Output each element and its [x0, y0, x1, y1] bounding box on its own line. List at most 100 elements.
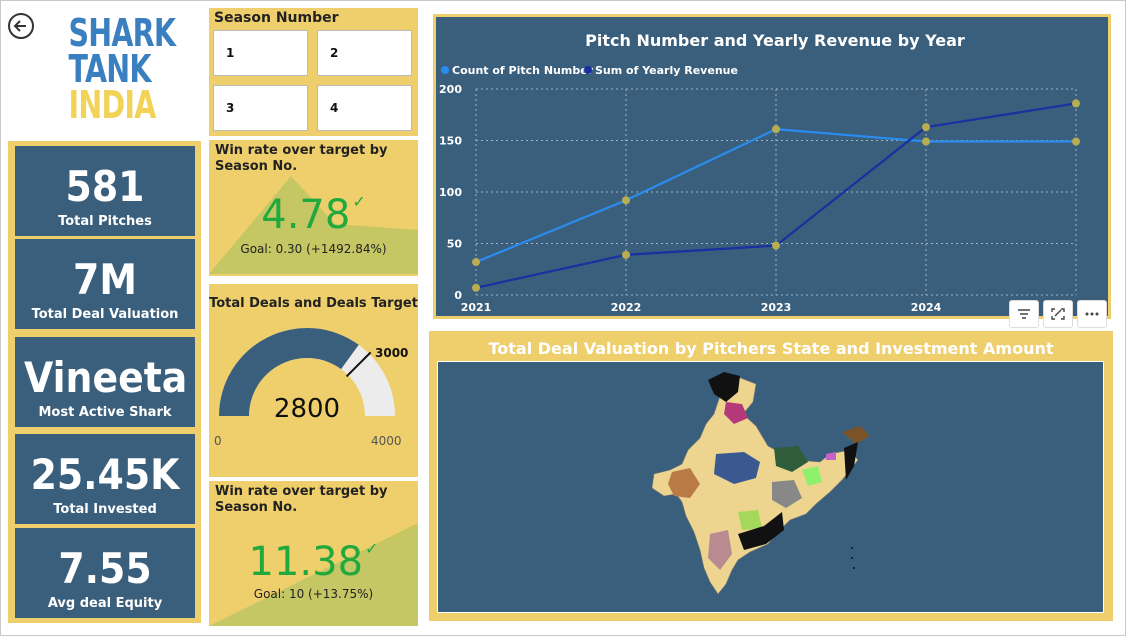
legend-label: Count of Pitch Number	[452, 64, 594, 77]
region-shape	[738, 510, 762, 530]
region-shape	[724, 402, 748, 424]
gauge-fill	[219, 328, 359, 416]
check-icon: ✓	[352, 192, 366, 211]
kpi-column: 581 Total Pitches 7M Total Deal Valuatio…	[8, 141, 201, 623]
map-frame: Total Deal Valuation by Pitchers State a…	[429, 331, 1113, 621]
data-point	[772, 241, 780, 250]
y-tick-label: 200	[439, 83, 462, 96]
india-map	[651, 372, 870, 595]
region-shape	[774, 446, 808, 472]
data-point	[922, 123, 930, 132]
island-dot	[851, 557, 853, 559]
data-point	[472, 258, 480, 267]
region-shape	[668, 468, 700, 498]
line-chart-plot: 0 50 100 150 200 2021 2022 2023 2024	[439, 83, 1080, 314]
y-tick-label: 150	[439, 135, 462, 148]
kpi-total-deal-valuation: 7M Total Deal Valuation	[15, 239, 195, 329]
legend-item-revenue: Sum of Yearly Revenue	[584, 64, 738, 77]
island-dot	[853, 567, 855, 569]
logo-line-1: SHARK	[68, 11, 176, 55]
kpi-card-value: 11.38	[248, 539, 364, 585]
legend-dot-icon	[584, 66, 592, 74]
trend-area	[209, 176, 418, 274]
region-shape	[772, 480, 802, 508]
kpi-avg-deal-equity: 7.55 Avg deal Equity	[15, 528, 195, 618]
more-options-button[interactable]	[1077, 300, 1107, 328]
kpi-total-invested: 25.45K Total Invested	[15, 434, 195, 524]
data-point	[1072, 99, 1080, 108]
gauge-min-label: 0	[214, 434, 222, 448]
data-point	[472, 283, 480, 292]
kpi-value: 7M	[73, 255, 137, 304]
win-rate-card-1: Win rate over target by Season No. 4.78 ✓…	[209, 140, 418, 276]
region-shape	[738, 512, 784, 550]
season-option-3[interactable]: 3	[213, 85, 308, 131]
x-tick-label: 2024	[911, 301, 942, 314]
kpi-card-value-row: 11.38 ✓	[209, 539, 418, 585]
gauge-target-marker	[345, 351, 372, 378]
x-tick-label: 2023	[761, 301, 792, 314]
kpi-value: 7.55	[58, 544, 152, 593]
kpi-label: Total Pitches	[58, 214, 152, 229]
focus-mode-icon	[1051, 308, 1065, 320]
y-tick-label: 100	[439, 186, 462, 199]
y-tick-label: 50	[447, 238, 463, 251]
shark-tank-india-logo: SHARK TANK INDIA	[56, 11, 176, 133]
data-point	[1072, 137, 1080, 146]
season-option-2[interactable]: 2	[317, 30, 412, 76]
deals-gauge-card: Total Deals and Deals Target 0 4000 2800…	[209, 284, 418, 477]
line-chart-frame: Pitch Number and Yearly Revenue by Year …	[424, 8, 1120, 326]
gauge-value: 2800	[273, 394, 341, 424]
kpi-label: Total Invested	[53, 502, 157, 517]
season-number-slicer: Season Number 1 2 3 4	[209, 8, 418, 136]
region-shape	[826, 452, 836, 460]
kpi-card-goal: Goal: 10 (+13.75%)	[253, 587, 374, 601]
logo-line-2: TANK	[68, 47, 152, 91]
kpi-label: Avg deal Equity	[47, 596, 163, 611]
legend-label: Sum of Yearly Revenue	[595, 64, 738, 77]
data-point	[772, 125, 780, 134]
filter-button[interactable]	[1009, 300, 1039, 328]
y-tick-label: 0	[454, 289, 462, 302]
kpi-value: Vineeta	[24, 353, 188, 402]
kpi-label: Most Active Shark	[38, 405, 172, 420]
island-dot	[851, 547, 853, 549]
gauge-max-label: 4000	[371, 434, 402, 448]
kpi-value: 581	[65, 162, 145, 211]
kpi-card-value: 4.78	[261, 192, 351, 238]
legend-item-pitch: Count of Pitch Number	[441, 64, 593, 77]
more-options-icon	[1085, 312, 1099, 316]
season-option-1[interactable]: 1	[213, 30, 308, 76]
gauge-title: Total Deals and Deals Target	[209, 296, 418, 311]
data-point	[622, 250, 630, 259]
region-shape	[844, 442, 858, 480]
kpi-card-value-row: 4.78 ✓	[209, 192, 418, 238]
line-chart-card: Pitch Number and Yearly Revenue by Year …	[433, 14, 1111, 319]
gauge-chart	[219, 328, 395, 416]
season-option-4[interactable]: 4	[317, 85, 412, 131]
kpi-most-active-shark: Vineeta Most Active Shark	[15, 337, 195, 427]
card-title: Win rate over target by Season No.	[215, 143, 388, 174]
legend-dot-icon	[441, 66, 449, 74]
back-button[interactable]	[8, 13, 34, 39]
gauge-target-label: 3000	[375, 346, 409, 360]
x-tick-label: 2022	[611, 301, 642, 314]
kpi-card-goal: Goal: 0.30 (+1492.84%)	[240, 242, 387, 256]
logo-line-3: INDIA	[68, 83, 157, 127]
back-arrow-icon	[13, 20, 26, 32]
india-map-visual[interactable]	[437, 361, 1104, 613]
data-point	[922, 137, 930, 146]
kpi-label: Total Deal Valuation	[31, 307, 179, 322]
region-shape	[714, 452, 760, 484]
check-icon: ✓	[365, 539, 379, 558]
trend-area	[209, 523, 418, 626]
slicer-title: Season Number	[214, 10, 339, 26]
data-point	[622, 196, 630, 205]
focus-mode-button[interactable]	[1043, 300, 1073, 328]
map-title: Total Deal Valuation by Pitchers State a…	[488, 339, 1054, 358]
region-shape	[708, 530, 732, 570]
kpi-value: 25.45K	[30, 450, 180, 499]
region-shape	[842, 426, 870, 444]
filter-icon	[1018, 309, 1030, 319]
